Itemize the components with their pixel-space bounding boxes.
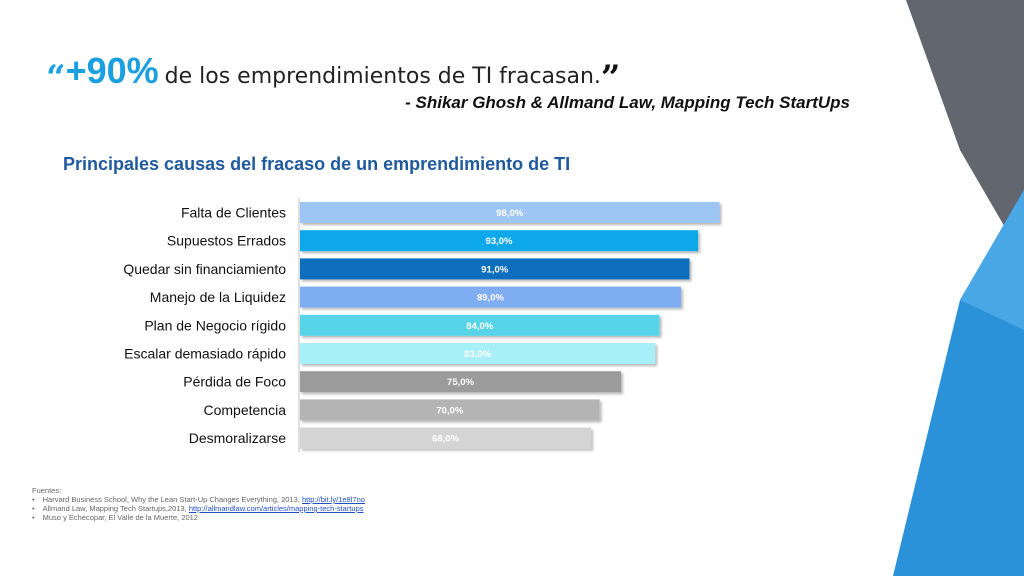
- close-quote-mark: ”: [600, 58, 621, 98]
- source-text: Allmand Law, Mapping Tech Startups,2013,: [42, 504, 189, 513]
- category-label: Supuestos Errados: [167, 233, 286, 249]
- category-label: Manejo de la Liquidez: [150, 289, 286, 305]
- category-label: Falta de Clientes: [181, 205, 286, 221]
- quote-text: de los emprendimientos de TI fracasan.: [164, 64, 601, 89]
- bar: [300, 427, 592, 449]
- source-item: Allmand Law, Mapping Tech Startups,2013,…: [32, 504, 632, 513]
- source-text: Harvard Business School, Why the Lean St…: [42, 495, 302, 504]
- bar-value-label: 84,0%: [466, 321, 493, 332]
- quote-attribution: - Shikar Ghosh & Allmand Law, Mapping Te…: [405, 93, 850, 112]
- bar-value-label: 91,0%: [481, 264, 508, 275]
- gray-ribbon: [906, 0, 1024, 260]
- category-label: Pérdida de Foco: [183, 374, 286, 390]
- bar-value-label: 98,0%: [496, 208, 523, 219]
- bar-value-label: 89,0%: [477, 293, 504, 304]
- bar-value-label: 93,0%: [486, 236, 513, 247]
- bar: [300, 230, 699, 252]
- source-text: Muso y Echecopar, El Valle de la Muerte,…: [42, 513, 199, 522]
- source-item: Muso y Echecopar, El Valle de la Muerte,…: [32, 513, 632, 522]
- sources-block: Fuentes: Harvard Business School, Why th…: [32, 486, 632, 522]
- bar: [300, 286, 681, 308]
- chart-title: Principales causas del fracaso de un emp…: [63, 154, 571, 174]
- source-link[interactable]: http://allmandlaw.com/articles/mapping-t…: [188, 504, 364, 513]
- category-label: Quedar sin financiamiento: [123, 261, 286, 277]
- bar-value-label: 70,0%: [436, 405, 463, 416]
- category-label: Competencia: [204, 402, 287, 418]
- bar: [300, 202, 720, 223]
- source-item: Harvard Business School, Why the Lean St…: [32, 495, 632, 504]
- bar-value-label: 75,0%: [447, 377, 474, 388]
- category-label: Escalar demasiado rápido: [124, 346, 286, 362]
- sources-list: Harvard Business School, Why the Lean St…: [32, 495, 632, 522]
- bar-value-label: 83,0%: [464, 349, 491, 360]
- bar: [300, 314, 660, 336]
- bar: [300, 343, 656, 364]
- sources-heading: Fuentes:: [32, 486, 62, 495]
- blue-ribbon-shade: [960, 190, 1024, 330]
- source-link[interactable]: http://bit.ly/1e8l7no: [301, 495, 365, 504]
- category-label: Desmoralizarse: [189, 430, 286, 446]
- bar: [300, 399, 600, 421]
- open-quote-mark: “: [46, 58, 66, 98]
- bar: [300, 371, 621, 393]
- bar-value-label: 68,0%: [432, 434, 459, 445]
- category-label: Plan de Negocio rígido: [144, 317, 286, 333]
- quote-percent: +90%: [65, 50, 159, 91]
- headline-quote: “+90% de los emprendimientos de TI fracas…: [46, 50, 846, 98]
- bar: [300, 258, 690, 280]
